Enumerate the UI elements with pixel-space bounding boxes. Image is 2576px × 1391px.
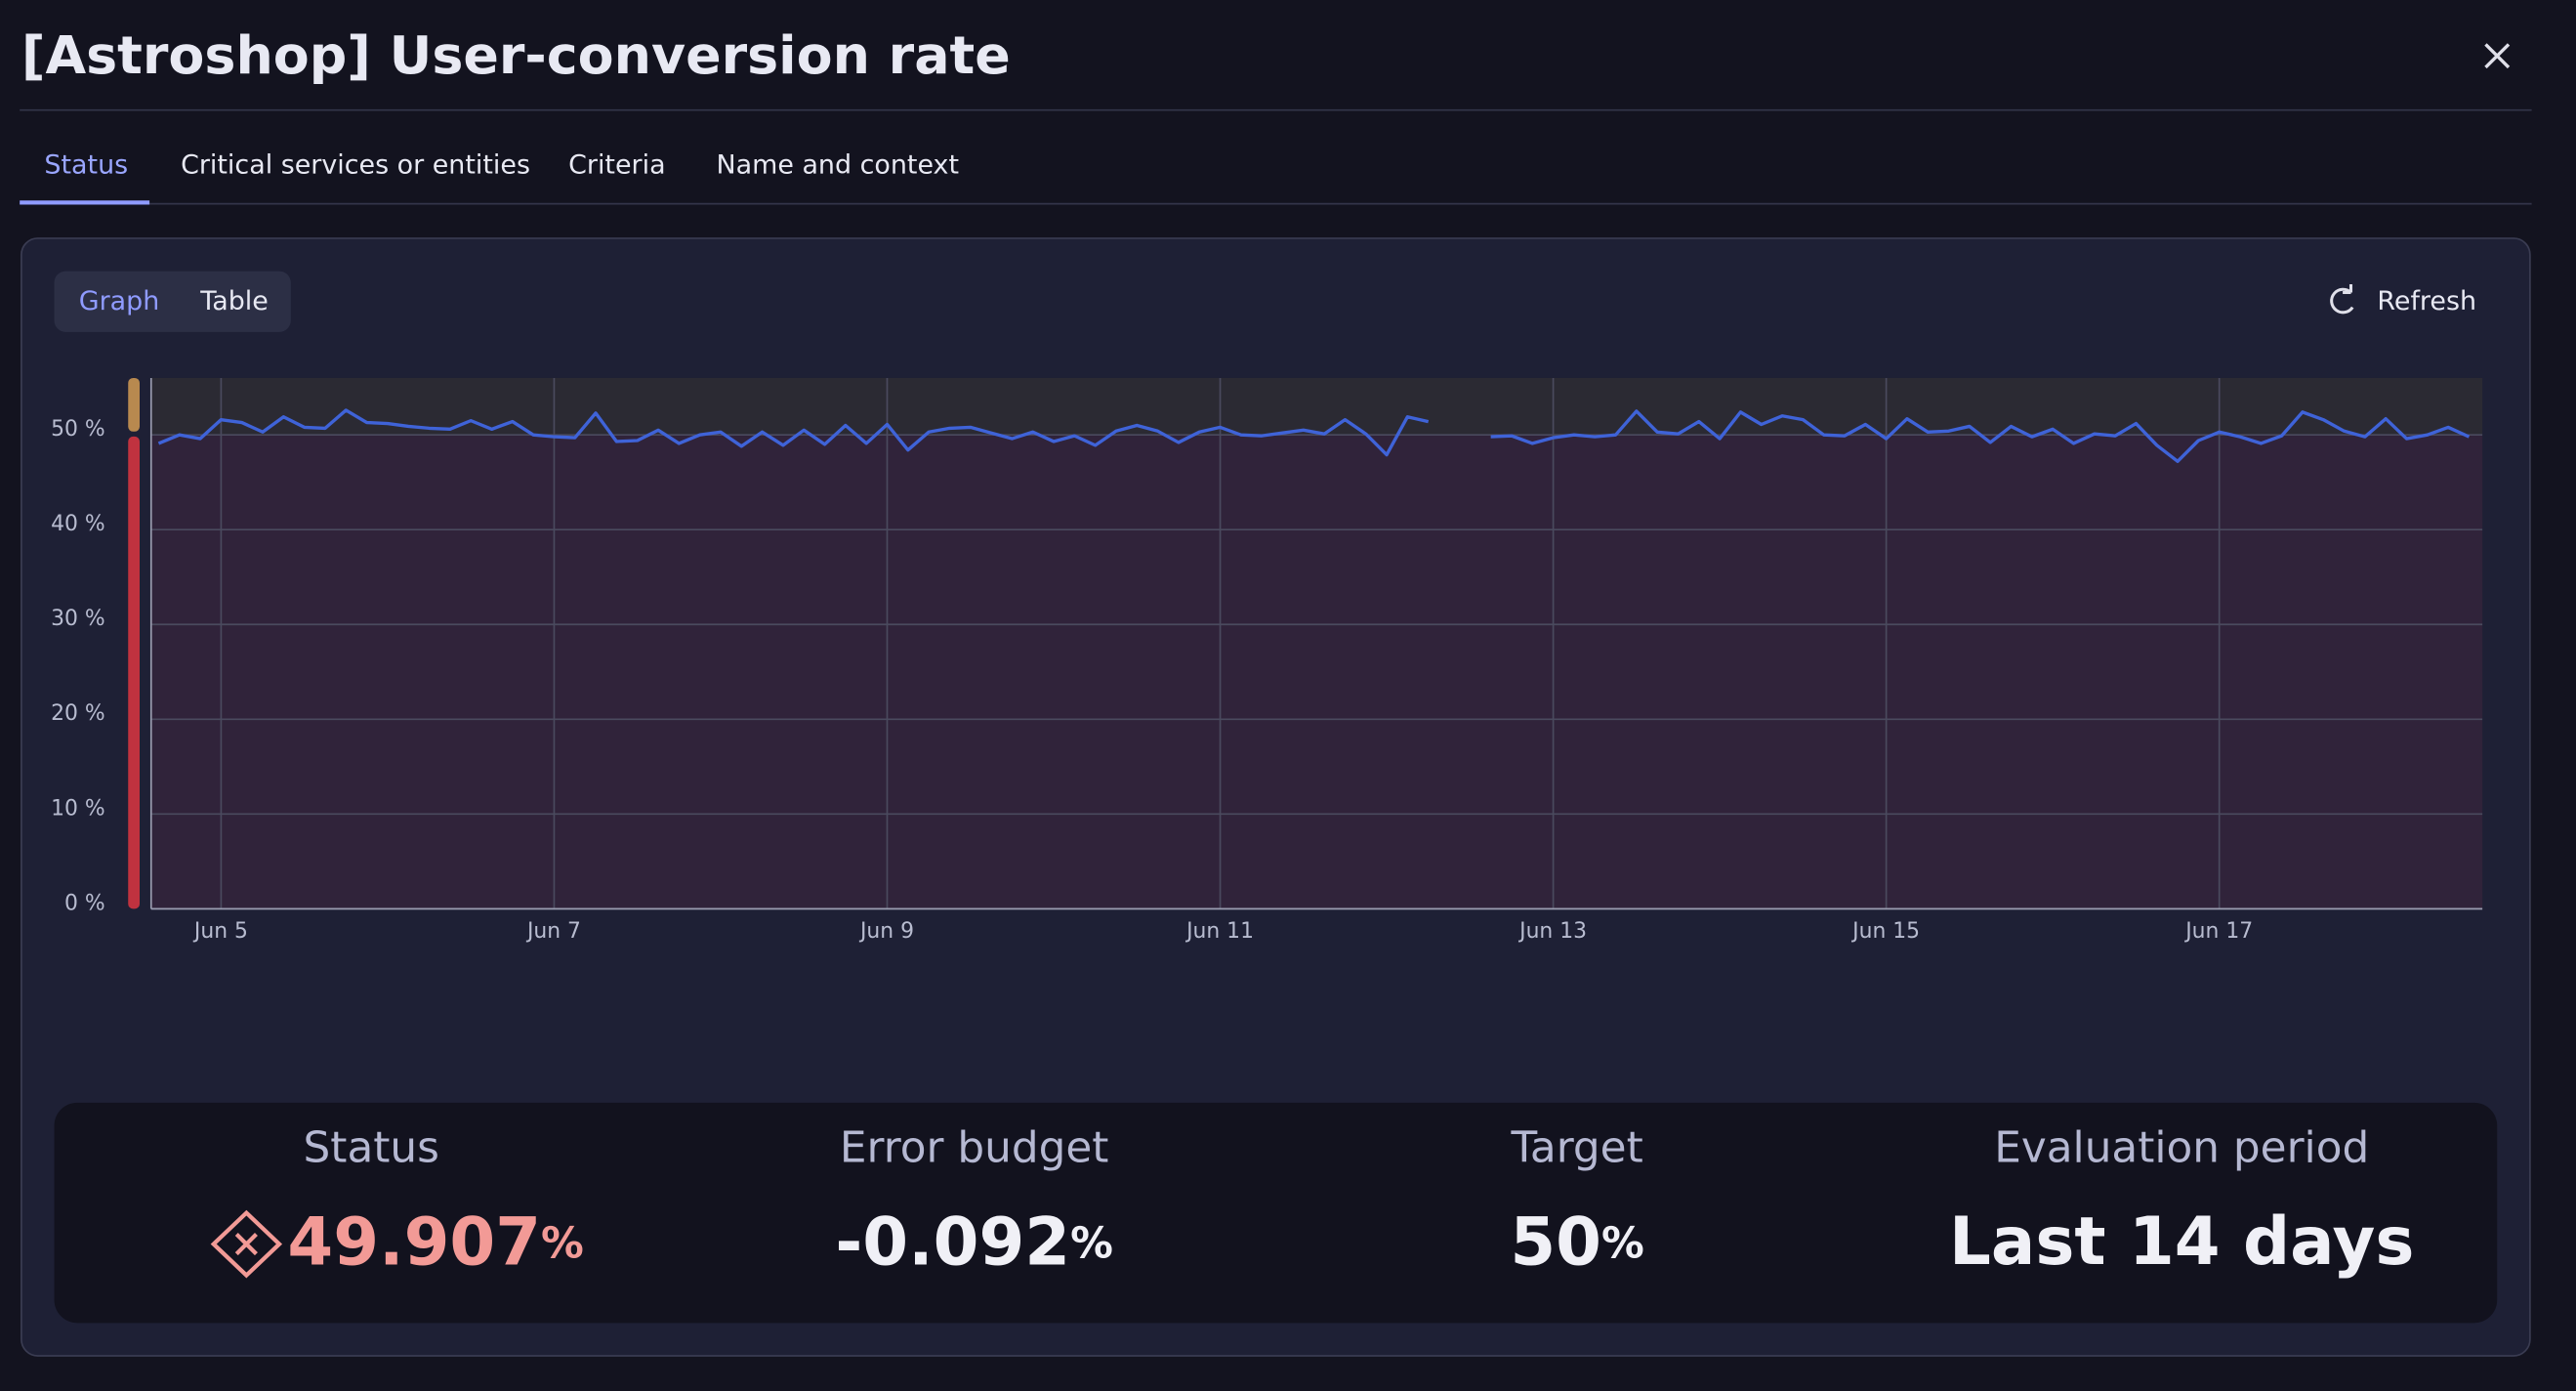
y-tick-label: 0 % [64, 891, 105, 915]
chart: 0 % 10 % 20 % 30 % 40 % 50 % Jun 5 Jun 7 Jun 9 Ju… [51, 377, 2483, 944]
error-budget-value: -0.092% [835, 1203, 1113, 1280]
summary-label: Error budget [840, 1123, 1109, 1173]
y-tick-label: 40 % [51, 512, 105, 536]
toggle-option[interactable]: Table [199, 286, 269, 316]
tab-underline [20, 200, 150, 205]
unit: % [1070, 1218, 1113, 1268]
above-target-zone [150, 377, 2483, 436]
value: 49.907 [287, 1203, 541, 1280]
y-tick-label: 20 % [51, 701, 105, 726]
y-tick-label: 10 % [51, 796, 105, 821]
x-tick-label: Jun 15 [1850, 919, 1920, 944]
target-value: 50% [1510, 1203, 1643, 1280]
tab[interactable]: Status [44, 149, 128, 180]
value: -0.092 [835, 1203, 1070, 1280]
y-tick-label: 30 % [51, 607, 105, 631]
tab[interactable]: Critical services or entities [181, 149, 530, 180]
x-tick-label: Jun 17 [2183, 919, 2253, 944]
tab[interactable]: Name and context [717, 149, 960, 180]
refresh-icon [2330, 284, 2354, 315]
unit: % [541, 1218, 584, 1268]
summary-label: Status [304, 1123, 439, 1173]
x-tick-label: Jun 5 [192, 919, 248, 944]
value: 50 [1510, 1203, 1601, 1280]
x-tick-label: Jun 11 [1184, 919, 1254, 944]
summary-label: Evaluation period [1994, 1123, 2369, 1173]
below-target-zone [150, 435, 2483, 909]
status-value: 49.907% [287, 1203, 583, 1280]
x-tick-label: Jun 13 [1517, 919, 1587, 944]
status-bar-fail [128, 436, 141, 909]
close-button[interactable] [2484, 43, 2511, 69]
title: [Astroshop] User-conversion rate [21, 24, 1011, 86]
tab[interactable]: Criteria [568, 149, 665, 180]
unit: % [1601, 1218, 1644, 1268]
data-line [157, 408, 2471, 464]
view-toggle [54, 271, 291, 332]
status-icon [210, 1209, 283, 1279]
evaluation-period-value: Last 14 days [1949, 1203, 2414, 1280]
x-tick-label: Jun 9 [858, 919, 914, 944]
y-tick-label: 50 % [51, 417, 105, 442]
refresh-button[interactable]: Refresh [2377, 286, 2476, 316]
toggle-option[interactable]: Graph [79, 286, 160, 316]
summary-box [54, 1102, 2498, 1324]
summary-label: Target [1510, 1123, 1642, 1173]
status-bar-ok [128, 377, 141, 432]
x-tick-label: Jun 7 [525, 919, 581, 944]
